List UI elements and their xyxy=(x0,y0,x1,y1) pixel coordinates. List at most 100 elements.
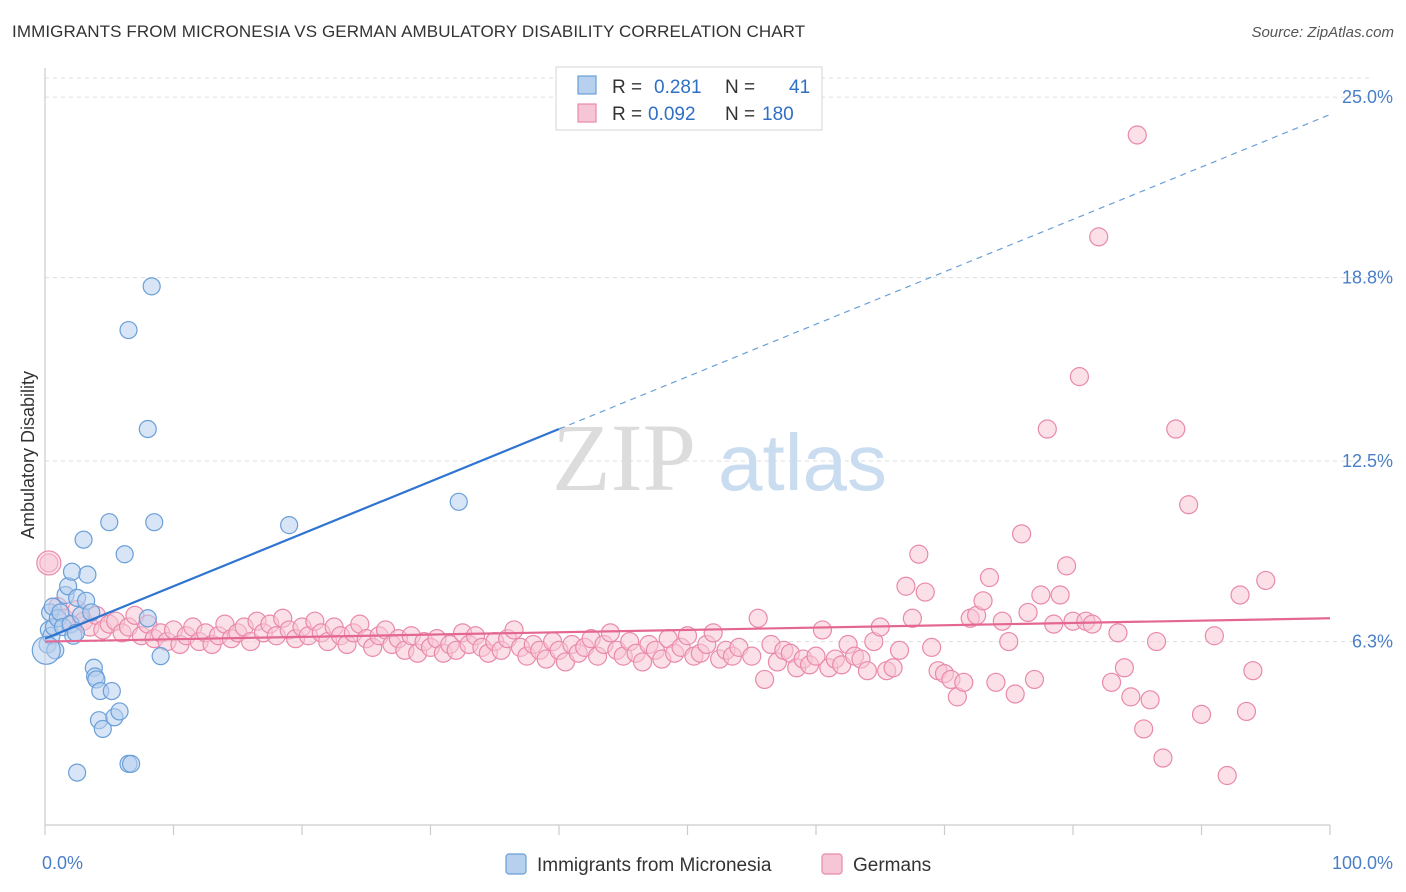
bottom-legend-swatch-blue xyxy=(505,853,527,875)
micronesia-point-35 xyxy=(119,320,138,340)
german-point-144 xyxy=(973,591,993,611)
y-tick-label-1: 12.5% xyxy=(1342,451,1393,471)
source-credit: Source: ZipAtlas.com xyxy=(1251,24,1394,41)
german-point-179 xyxy=(1243,661,1263,681)
x-tick-label-1: 100.0% xyxy=(1332,853,1393,873)
german-point-163 xyxy=(1101,672,1122,692)
german-point-110 xyxy=(754,669,775,690)
german-point-162 xyxy=(1089,227,1109,247)
german-point-147 xyxy=(992,611,1012,631)
micronesia-point-27 xyxy=(93,719,112,739)
german-point-157 xyxy=(1056,556,1077,576)
german-point-72 xyxy=(504,620,524,640)
trend-lines xyxy=(44,114,1331,643)
german-point-168 xyxy=(1134,719,1154,739)
german-point-133 xyxy=(902,608,922,628)
german-point-178 xyxy=(1236,701,1257,722)
series-legend: Immigrants from Micronesia Germans xyxy=(505,853,931,876)
german-point-164 xyxy=(1108,623,1128,643)
german-point-165 xyxy=(1114,658,1135,678)
micronesia-point-31 xyxy=(110,702,129,721)
german-point-153 xyxy=(1031,585,1051,605)
german-point-136 xyxy=(922,637,942,657)
legend-r-label-2: R = xyxy=(612,104,642,125)
german-point-146 xyxy=(986,672,1006,692)
micronesia-trend-solid xyxy=(44,428,560,640)
german-point-180 xyxy=(1256,570,1276,591)
micronesia-point-38 xyxy=(145,513,164,532)
german-point-108 xyxy=(742,646,762,666)
german-point-154 xyxy=(1037,419,1057,439)
watermark: ZIP atlas xyxy=(552,404,887,511)
german-point-134 xyxy=(909,544,929,564)
micronesia-point-18 xyxy=(74,530,93,549)
y-tick-label-2: 18.8% xyxy=(1342,268,1393,288)
micronesia-point-43 xyxy=(138,609,157,628)
micronesia-point-41 xyxy=(280,516,299,535)
y-tick-label-3: 25.0% xyxy=(1342,87,1393,107)
german-point-large xyxy=(36,550,62,576)
watermark-atlas: atlas xyxy=(718,418,887,507)
micronesia-point-36 xyxy=(138,419,157,439)
micronesia-point-34 xyxy=(121,754,141,773)
german-point-161 xyxy=(1082,614,1102,634)
german-point-148 xyxy=(999,631,1019,652)
micronesia-point-28 xyxy=(100,513,119,532)
micronesia-point-13 xyxy=(62,562,82,581)
german-point-174 xyxy=(1191,704,1212,724)
german-point-171 xyxy=(1153,748,1173,768)
german-point-152 xyxy=(1024,669,1045,690)
german-point-159 xyxy=(1069,367,1090,387)
german-point-132 xyxy=(896,576,916,596)
german-point-150 xyxy=(1011,524,1032,544)
german-point-126 xyxy=(857,661,878,681)
german-point-103 xyxy=(703,623,723,643)
x-tick-labels: 0.0% 100.0% xyxy=(42,853,1393,873)
legend-n-value-2: 180 xyxy=(762,104,794,125)
micronesia-point-37 xyxy=(142,277,161,296)
german-point-118 xyxy=(806,646,826,666)
watermark-zip: ZIP xyxy=(552,404,696,511)
correlation-legend: R = 0.281 N = 41 R = 0.092 N = 180 xyxy=(555,66,823,131)
legend-box xyxy=(555,66,823,131)
micronesia-point-40 xyxy=(68,763,87,782)
german-point-169 xyxy=(1140,690,1160,710)
german-trend xyxy=(44,617,1331,643)
micronesia-trend-dashed xyxy=(558,114,1331,430)
german-point-87 xyxy=(600,623,621,643)
legend-swatch-pink xyxy=(577,103,597,123)
german-point-156 xyxy=(1050,585,1070,605)
german-point-141 xyxy=(954,672,974,692)
german-point-119 xyxy=(812,620,833,640)
german-point-175 xyxy=(1204,626,1224,646)
german-point-166 xyxy=(1121,687,1141,707)
axes xyxy=(44,68,1331,835)
german-point-149 xyxy=(1005,684,1025,704)
german-point-167 xyxy=(1127,125,1147,145)
german-point-92 xyxy=(632,652,653,672)
legend-r-value-2: 0.092 xyxy=(648,104,696,125)
german-point-170 xyxy=(1146,631,1167,652)
bottom-legend-swatch-pink xyxy=(821,853,843,875)
y-tick-label-0: 6.3% xyxy=(1352,632,1393,652)
german-point-131 xyxy=(889,640,910,660)
german-point-130 xyxy=(883,658,903,678)
german-point-177 xyxy=(1230,585,1250,605)
german-point-135 xyxy=(915,582,935,602)
micronesia-point-32 xyxy=(115,545,134,564)
german-point-151 xyxy=(1018,602,1038,623)
x-tick-label-0: 0.0% xyxy=(42,853,83,873)
micronesia-point-39 xyxy=(151,647,170,666)
legend-r-value-1: 0.281 xyxy=(654,77,702,98)
bottom-legend-label-1: Immigrants from Micronesia xyxy=(537,855,772,876)
bottom-legend-label-2: Germans xyxy=(853,855,931,876)
german-point-176 xyxy=(1217,765,1237,786)
german-point-99 xyxy=(677,626,698,646)
micronesia-point-29 xyxy=(102,681,121,701)
micronesia-point-42 xyxy=(449,492,468,511)
legend-n-label-1: N = xyxy=(725,77,755,98)
legend-n-label-2: N = xyxy=(725,104,755,125)
legend-n-value-1: 41 xyxy=(789,77,810,98)
micronesia-points xyxy=(31,277,468,782)
